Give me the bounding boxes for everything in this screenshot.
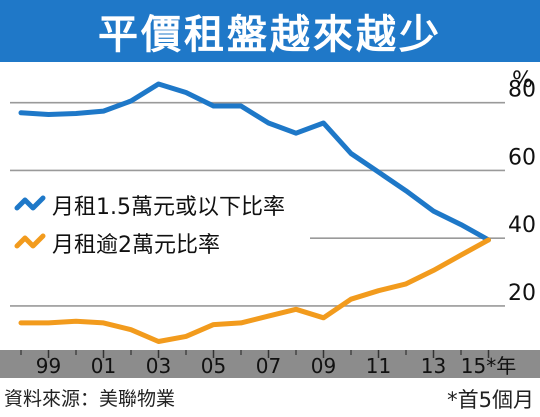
source-text: 資料來源：美聯物業 [4, 388, 176, 410]
x-tick-label-4: 07 [256, 354, 281, 378]
x-tick-label-0: 99 [36, 354, 61, 378]
series-line-2 [18, 237, 491, 344]
x-tick-label-1: 01 [91, 354, 116, 378]
series-line-1 [18, 81, 491, 243]
legend-swatch-2 [14, 233, 46, 249]
y-tick-label-60: 60 [508, 145, 536, 170]
y-axis-unit: % [512, 68, 533, 93]
chart-title: 平價租盤越來越少 [98, 12, 442, 58]
x-tick-label-8: 15*年 [461, 354, 516, 378]
legend-label-2: 月租逾2萬元比率 [52, 233, 220, 258]
x-tick-label-3: 05 [201, 354, 226, 378]
x-tick-label-7: 13 [421, 354, 446, 378]
x-axis-band [0, 350, 540, 378]
legend-swatch-1 [14, 195, 46, 211]
y-tick-label-40: 40 [508, 213, 536, 238]
y-tick-label-80: 80 [508, 78, 536, 103]
x-tick-label-5: 09 [311, 354, 336, 378]
legend-item-2: 月租逾2萬元比率 [14, 225, 220, 261]
footnote: *首5個月 [447, 388, 534, 412]
legend: 月租1.5萬元或以下比率 月租逾2萬元比率 [6, 183, 310, 263]
x-tick-label-6: 11 [366, 354, 391, 378]
legend-label-1: 月租1.5萬元或以下比率 [52, 195, 285, 220]
legend-item-1: 月租1.5萬元或以下比率 [14, 187, 285, 223]
y-tick-label-20: 20 [508, 281, 536, 306]
x-tick-label-2: 03 [146, 354, 171, 378]
title-bar: 平價租盤越來越少 [0, 0, 540, 62]
